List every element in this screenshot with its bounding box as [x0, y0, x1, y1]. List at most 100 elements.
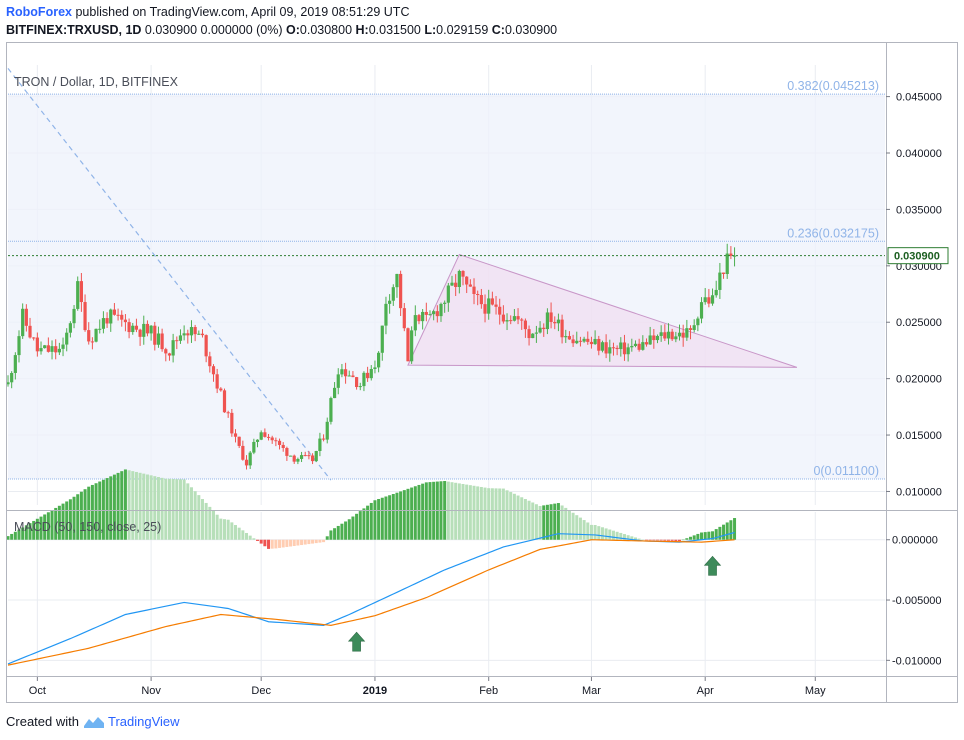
candle-body: [644, 342, 649, 345]
histogram-bar: [476, 486, 480, 540]
candle-body: [164, 349, 168, 354]
candle-body: [57, 348, 61, 353]
candle-body: [534, 332, 539, 334]
candle-body: [641, 342, 645, 350]
histogram-bar: [193, 491, 197, 540]
diagonal-trendline[interactable]: [7, 68, 332, 481]
brand-name[interactable]: RoboForex: [6, 5, 72, 19]
candle-body: [211, 366, 216, 375]
histogram-bar: [402, 490, 406, 540]
ohlc-open-value: 0.030800: [299, 23, 353, 37]
histogram-bar: [366, 505, 370, 540]
price-axis[interactable]: 0.0450000.0400000.0350000.0300000.025000…: [886, 92, 949, 499]
candle-body: [589, 341, 594, 345]
histogram-bar: [204, 502, 208, 540]
ohlc-low-label: L:: [424, 23, 437, 37]
candle-body: [296, 458, 300, 462]
candle-body: [732, 255, 737, 257]
histogram-bar: [138, 472, 142, 540]
candle-body: [325, 421, 329, 440]
histogram-bar: [270, 539, 274, 549]
histogram-bar: [545, 504, 549, 540]
histogram-bar: [68, 499, 72, 540]
candle-body: [61, 344, 65, 349]
histogram-bar: [311, 539, 315, 544]
histogram-bar: [483, 487, 487, 540]
candle-body: [721, 272, 726, 275]
candle-body: [483, 304, 487, 314]
histogram-bar: [292, 539, 296, 547]
candle-body: [659, 332, 663, 336]
candle-body: [120, 314, 124, 320]
candle-body: [523, 320, 527, 330]
histogram-bar: [729, 520, 733, 540]
candle-body: [461, 270, 465, 277]
candle-body: [178, 335, 183, 341]
histogram-bar: [336, 525, 340, 540]
histogram-bar: [289, 539, 293, 547]
pane-frames: [6, 42, 958, 703]
histogram-bar: [164, 478, 168, 540]
candle-body: [410, 330, 414, 362]
histogram-bar: [413, 486, 417, 540]
candle-body: [527, 329, 531, 339]
histogram-bar: [123, 469, 127, 540]
candle-body: [13, 355, 17, 373]
macd-tick-label: 0.000000: [892, 535, 938, 547]
histogram-bar: [670, 539, 674, 541]
tradingview-brand[interactable]: TradingView: [107, 714, 180, 729]
histogram-bar: [131, 471, 135, 540]
time-axis[interactable]: Oct Nov Dec 2019 Feb Mar Apr May: [29, 677, 826, 697]
histogram-bar: [391, 493, 395, 540]
histogram-bar: [520, 497, 524, 540]
histogram-bar: [380, 497, 384, 540]
candle-body: [674, 336, 678, 340]
histogram-bar: [54, 507, 58, 540]
histogram-bar: [516, 495, 520, 540]
histogram-bar: [373, 500, 377, 540]
histogram-bar: [589, 524, 593, 540]
histogram-bar: [134, 471, 138, 540]
time-tick-label: 2019: [363, 685, 387, 697]
candle-body: [457, 270, 461, 287]
histogram-bar: [278, 539, 282, 548]
histogram-bar: [105, 478, 109, 540]
ohlc-high-label: H:: [355, 23, 369, 37]
candle-body: [94, 328, 98, 342]
histogram-bar: [307, 539, 311, 545]
time-tick-label: Nov: [141, 685, 161, 697]
candle-body: [292, 455, 296, 462]
histogram-bar: [145, 474, 149, 540]
candle-body: [490, 298, 494, 305]
candle-body: [208, 356, 212, 367]
macd-axis[interactable]: 0.000000 -0.005000 -0.010000: [886, 535, 942, 668]
candle-body: [395, 273, 399, 288]
histogram-bar: [127, 470, 131, 540]
candle-body: [575, 340, 579, 344]
candle-body: [655, 335, 660, 341]
chart-area[interactable]: 0.382(0.045213) 0.236(0.032175) 0(0.011100…: [0, 0, 964, 706]
candle-body: [112, 309, 117, 315]
annotation-arrows: [347, 555, 722, 652]
histogram-bar: [674, 539, 678, 541]
histogram-bar: [322, 539, 326, 543]
candle-body: [76, 281, 80, 309]
candle-body: [321, 438, 326, 440]
candle-body: [230, 412, 234, 434]
histogram-bar: [692, 535, 696, 540]
candle-body: [347, 375, 351, 377]
signal-line: [7, 539, 735, 666]
histogram-bar: [347, 519, 351, 540]
candle-body: [204, 335, 208, 357]
histogram-bar: [35, 518, 39, 540]
histogram-bar: [160, 477, 164, 540]
histogram-bar: [637, 538, 641, 540]
histogram-bar: [10, 533, 14, 540]
histogram-bar: [6, 536, 10, 540]
histogram-bar: [43, 514, 47, 540]
histogram-bar: [189, 487, 193, 540]
arrow-up-icon: [347, 631, 366, 652]
histogram-bar: [509, 492, 513, 540]
histogram-bar: [230, 522, 234, 540]
candle-body: [303, 455, 307, 457]
